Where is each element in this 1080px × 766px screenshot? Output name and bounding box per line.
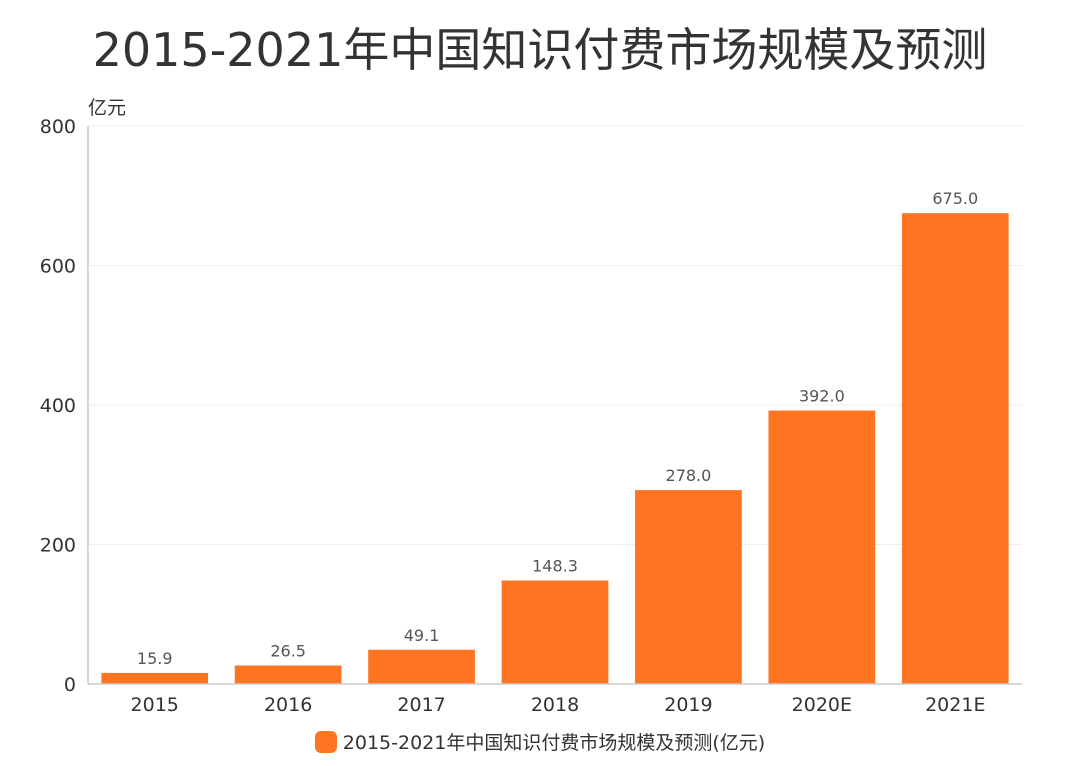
data-label: 15.9 [137,649,173,668]
bar-2018 [501,580,609,684]
y-tick-label: 0 [64,674,76,696]
bars: 15.9 26.5 49.1 148.3 278.0 392.0 675.0 [101,189,1009,684]
legend-swatch [314,730,337,753]
y-axis-unit-label: 亿元 [88,97,126,119]
x-tick-label: 2017 [397,694,445,716]
legend-label: 2015-2021年中国知识付费市场规模及预测(亿元) [342,732,766,754]
data-label: 278.0 [666,466,712,485]
data-label: 148.3 [532,557,578,576]
bar-2019 [635,490,742,684]
data-label: 26.5 [270,642,306,661]
y-tick-label: 600 [40,256,76,278]
x-tick-label: 2021E [925,694,985,716]
x-tick-label: 2015 [131,694,179,716]
data-label: 392.0 [799,387,845,406]
bar-2017 [368,649,475,684]
x-tick-label: 2018 [531,694,579,716]
x-tick-label: 2016 [264,694,312,716]
data-label: 49.1 [404,626,440,645]
gridlines [88,125,1022,545]
bar-2015 [101,672,209,684]
bar-2016 [234,665,342,684]
bar-2020E [768,410,876,684]
y-tick-label: 200 [40,535,76,557]
x-tick-label: 2020E [792,694,852,716]
y-tick-label: 400 [40,395,76,417]
chart-title: 2015-2021年中国知识付费市场规模及预测 [92,23,988,77]
legend[interactable]: 2015-2021年中国知识付费市场规模及预测(亿元) [0,728,1080,755]
data-label: 675.0 [932,189,978,208]
bar-2021E [901,213,1009,684]
x-tick-label: 2019 [664,694,712,716]
axes: 0 200 400 600 800 2015 2016 2017 2018 2019 2020E 20… [40,116,1022,716]
y-tick-label: 800 [40,116,76,138]
